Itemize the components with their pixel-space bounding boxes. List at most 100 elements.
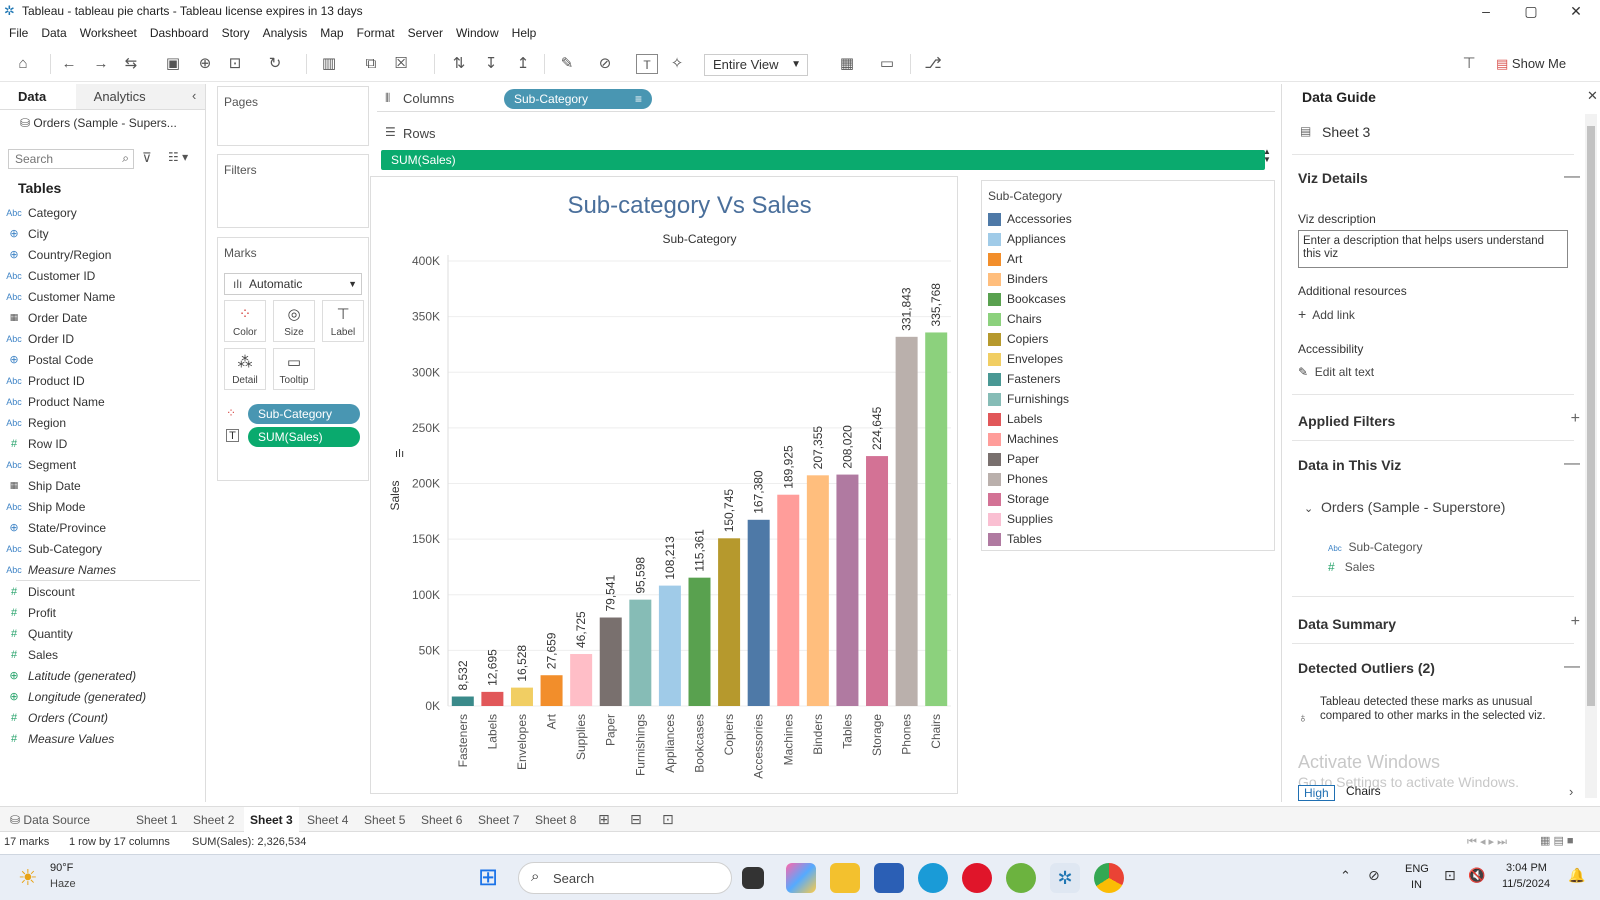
data-in-viz-heading[interactable]: Data in This Viz	[1298, 457, 1402, 473]
grid-view-icon[interactable]: ▦ ▤ ■	[1540, 835, 1574, 847]
field-item[interactable]: # Orders (Count)	[0, 707, 206, 728]
new-dashboard-icon[interactable]: ⊟	[630, 811, 642, 827]
legend-item[interactable]: Paper	[982, 449, 1274, 469]
columns-pill[interactable]: Sub-Category ≡	[504, 89, 652, 109]
data-summary-heading[interactable]: Data Summary	[1298, 616, 1397, 632]
group-icon[interactable]: ⊘	[598, 55, 612, 72]
close-button[interactable]: ✕	[1570, 3, 1582, 19]
labels-toggle-icon[interactable]: T	[636, 54, 658, 74]
field-item[interactable]: ⊕ Country/Region	[0, 244, 206, 265]
field-item[interactable]: Abc Order ID	[0, 328, 206, 349]
lang-primary[interactable]: ENG	[1405, 863, 1429, 875]
color-button[interactable]: ⁘ Color	[224, 300, 266, 342]
home-icon[interactable]: ⌂	[18, 55, 28, 72]
field-item[interactable]: # Measure Values	[0, 728, 206, 749]
legend-item[interactable]: Labels	[982, 409, 1274, 429]
field-item[interactable]: # Discount	[0, 581, 206, 602]
scrollbar[interactable]	[1585, 114, 1597, 798]
close-guide-icon[interactable]: ✕	[1587, 88, 1598, 103]
field-item[interactable]: Abc Region	[0, 412, 206, 433]
legend-item[interactable]: Copiers	[982, 329, 1274, 349]
tooltip-button[interactable]: ▭ Tooltip	[273, 348, 315, 390]
legend-item[interactable]: Fasteners	[982, 369, 1274, 389]
legend-item[interactable]: Binders	[982, 269, 1274, 289]
menu-window[interactable]: Window	[455, 26, 499, 40]
size-button[interactable]: ◎ Size	[273, 300, 315, 342]
legend-item[interactable]: Tables	[982, 529, 1274, 549]
collapse-icon[interactable]: —	[1564, 168, 1580, 185]
search-input[interactable]	[9, 150, 113, 168]
rows-pill[interactable]: SUM(Sales)	[381, 150, 1265, 170]
field-item[interactable]: Abc Product ID	[0, 370, 206, 391]
menu-story[interactable]: Story	[221, 26, 250, 40]
menu-server[interactable]: Server	[407, 26, 443, 40]
highlight-icon[interactable]: ✎	[560, 55, 574, 72]
search-box[interactable]: ⌕	[8, 149, 134, 169]
field-item[interactable]: ▦ Order Date	[0, 307, 206, 328]
datasource-tab[interactable]: ⛁ Data Source	[4, 807, 96, 833]
legend-item[interactable]: Machines	[982, 429, 1274, 449]
sheet-tab[interactable]: Sheet 1	[136, 813, 178, 827]
file-explorer-icon[interactable]	[830, 863, 860, 893]
collapse-icon[interactable]: —	[1564, 658, 1580, 675]
minimize-button[interactable]: –	[1482, 3, 1490, 19]
tray-chevron-icon[interactable]: ⌃	[1340, 868, 1351, 883]
marks-label-pill[interactable]: SUM(Sales)	[248, 427, 360, 447]
edge-icon[interactable]	[918, 863, 948, 893]
legend-item[interactable]: Phones	[982, 469, 1274, 489]
sheet-tab[interactable]: Sheet 5	[364, 813, 406, 827]
field-item[interactable]: # Sales	[0, 644, 206, 665]
legend-item[interactable]: Bookcases	[982, 289, 1274, 309]
menu-help[interactable]: Help	[511, 26, 537, 40]
pause-updates-icon[interactable]: ⊡	[228, 55, 242, 72]
sheet-tab[interactable]: Sheet 6	[421, 813, 463, 827]
outliers-heading[interactable]: Detected Outliers (2)	[1298, 660, 1435, 676]
guide-datasource[interactable]: ⌄ Orders (Sample - Superstore)	[1304, 499, 1505, 515]
sheet-tab[interactable]: Sheet 2	[193, 813, 235, 827]
legend-item[interactable]: Appliances	[982, 229, 1274, 249]
menu-data[interactable]: Data	[41, 26, 67, 40]
sheet-tab[interactable]: Sheet 3	[244, 807, 299, 833]
viz-details-heading[interactable]: Viz Details	[1298, 170, 1368, 186]
share-icon[interactable]: ⎇	[924, 55, 942, 72]
field-item[interactable]: # Quantity	[0, 623, 206, 644]
field-item[interactable]: # Row ID	[0, 433, 206, 454]
lang-secondary[interactable]: IN	[1411, 879, 1422, 891]
sheet-tab[interactable]: Sheet 8	[535, 813, 577, 827]
duplicate-sheet-icon[interactable]: ⧉	[365, 55, 377, 72]
taskbar-search[interactable]: ⌕ Search	[518, 862, 732, 894]
replay-icon[interactable]: ⇆	[124, 55, 138, 72]
save-icon[interactable]: ▣	[165, 55, 181, 72]
undo-icon[interactable]: ←	[61, 55, 77, 72]
presentation-icon[interactable]: ▭	[879, 55, 895, 72]
field-item[interactable]: Abc Measure Names	[0, 559, 206, 580]
chevron-right-icon[interactable]: ›	[1569, 784, 1574, 799]
display-icon[interactable]: ⊡	[1444, 867, 1456, 883]
outlier-item[interactable]: Chairs	[1346, 784, 1381, 798]
sort-ascending-icon[interactable]: ↧	[484, 55, 498, 72]
redo-icon[interactable]: →	[93, 55, 109, 72]
legend-item[interactable]: Accessories	[982, 209, 1274, 229]
expand-icon[interactable]: +	[1570, 410, 1580, 427]
notification-icon[interactable]: 🔔	[1568, 867, 1586, 883]
field-item[interactable]: ▦ Ship Date	[0, 475, 206, 496]
tab-analytics[interactable]: Analytics	[75, 84, 205, 109]
field-item[interactable]: ⊕ Postal Code	[0, 349, 206, 370]
scroll-arrows-icon[interactable]: ▲ ▼	[1263, 147, 1271, 164]
pin-icon[interactable]: ✧	[670, 55, 684, 72]
expand-icon[interactable]: +	[1570, 613, 1580, 630]
detail-button[interactable]: ⁂ Detail	[224, 348, 266, 390]
tableau-taskbar-icon[interactable]: ✲	[1050, 863, 1080, 893]
new-worksheet-icon[interactable]: ▥	[321, 55, 337, 72]
field-item[interactable]: Abc Ship Mode	[0, 496, 206, 517]
mark-type-select[interactable]: ılı Automatic ▼	[224, 273, 362, 295]
legend-item[interactable]: Storage	[982, 489, 1274, 509]
chrome-icon[interactable]	[1094, 863, 1124, 893]
new-worksheet-icon[interactable]: ⊞	[598, 811, 610, 827]
tooltip-icon[interactable]: ⊤	[1462, 55, 1476, 72]
show-me-button[interactable]: ▤ Show Me	[1496, 54, 1566, 74]
legend-item[interactable]: Supplies	[982, 509, 1274, 529]
swap-icon[interactable]: ⇅	[452, 55, 466, 72]
field-item[interactable]: Abc Customer Name	[0, 286, 206, 307]
collapse-icon[interactable]: —	[1564, 455, 1580, 472]
